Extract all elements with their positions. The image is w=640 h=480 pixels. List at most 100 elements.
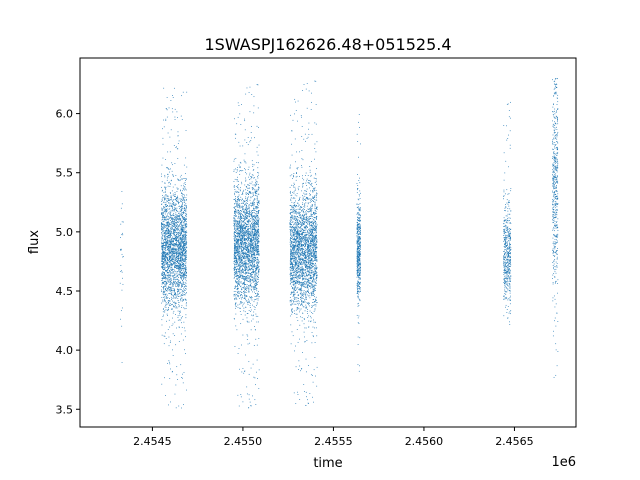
data-point [247,258,249,259]
data-point [250,140,252,141]
data-point [185,235,186,237]
data-point [248,191,250,192]
data-point [236,275,238,277]
data-point [177,217,179,219]
data-point [252,285,254,287]
data-point [170,206,172,207]
data-point [234,199,235,201]
data-point [258,234,259,236]
data-point [166,225,168,227]
data-point [177,317,179,318]
data-point [171,290,173,292]
data-point [121,289,123,291]
data-point [182,197,184,198]
data-point [255,384,256,386]
data-point [168,258,170,260]
data-point [179,310,181,312]
data-point [168,248,170,250]
data-point [245,243,247,245]
data-point [253,345,255,346]
data-point [163,231,165,233]
data-point [253,286,254,288]
data-point [181,212,183,214]
data-point [174,224,176,226]
data-point [164,217,165,219]
data-point [249,259,251,261]
data-point [167,232,169,234]
data-point [246,245,248,247]
data-point [234,178,236,180]
data-point [165,203,167,205]
data-point [168,199,169,201]
data-point [176,225,178,226]
data-point [173,228,175,230]
data-point [167,253,169,254]
data-point [236,244,238,246]
data-point [256,263,258,265]
data-point [241,259,242,261]
data-point [172,215,174,216]
data-point [250,235,252,237]
data-point [183,243,185,245]
data-point [173,281,175,283]
data-point [172,262,174,264]
data-point [168,265,170,267]
data-point [176,253,178,255]
data-point [167,240,169,241]
data-point [163,247,165,249]
data-point [182,253,183,255]
data-point [173,225,174,227]
data-point [257,260,259,261]
data-point [255,191,257,193]
data-point [178,252,180,254]
data-point [170,255,172,257]
data-point [166,280,168,282]
data-point [165,205,167,207]
data-point [241,234,242,236]
data-point [242,228,244,230]
data-point [168,237,170,239]
data-point [166,246,168,248]
data-point [181,238,183,240]
data-point [235,257,237,259]
data-point [184,275,186,276]
data-point [241,183,243,185]
data-point [183,217,185,219]
data-point [244,239,246,241]
data-point [241,211,242,213]
data-point [163,119,164,121]
data-point [253,288,255,290]
data-point [244,232,246,233]
data-point [254,264,255,266]
data-point [246,193,247,195]
data-point [236,223,238,225]
data-point [174,263,176,265]
data-point [165,263,167,265]
data-point [165,247,167,248]
data-point [234,224,235,225]
data-point [181,259,183,261]
data-point [239,145,241,147]
data-point [251,260,253,262]
data-point [174,263,175,265]
data-point [167,198,169,199]
data-point [171,232,173,234]
data-point [169,213,171,214]
data-point [254,234,256,236]
data-point [235,263,237,265]
data-point [180,189,181,191]
data-point [250,281,251,283]
data-point [170,263,172,265]
data-point [185,235,186,237]
data-point [236,245,238,247]
data-point [177,232,179,234]
data-point [170,183,171,185]
data-point [164,206,166,208]
data-point [168,238,170,240]
data-point [173,310,175,312]
data-point [172,317,173,319]
data-point [170,226,172,228]
data-point [249,262,251,264]
data-point [234,211,235,213]
